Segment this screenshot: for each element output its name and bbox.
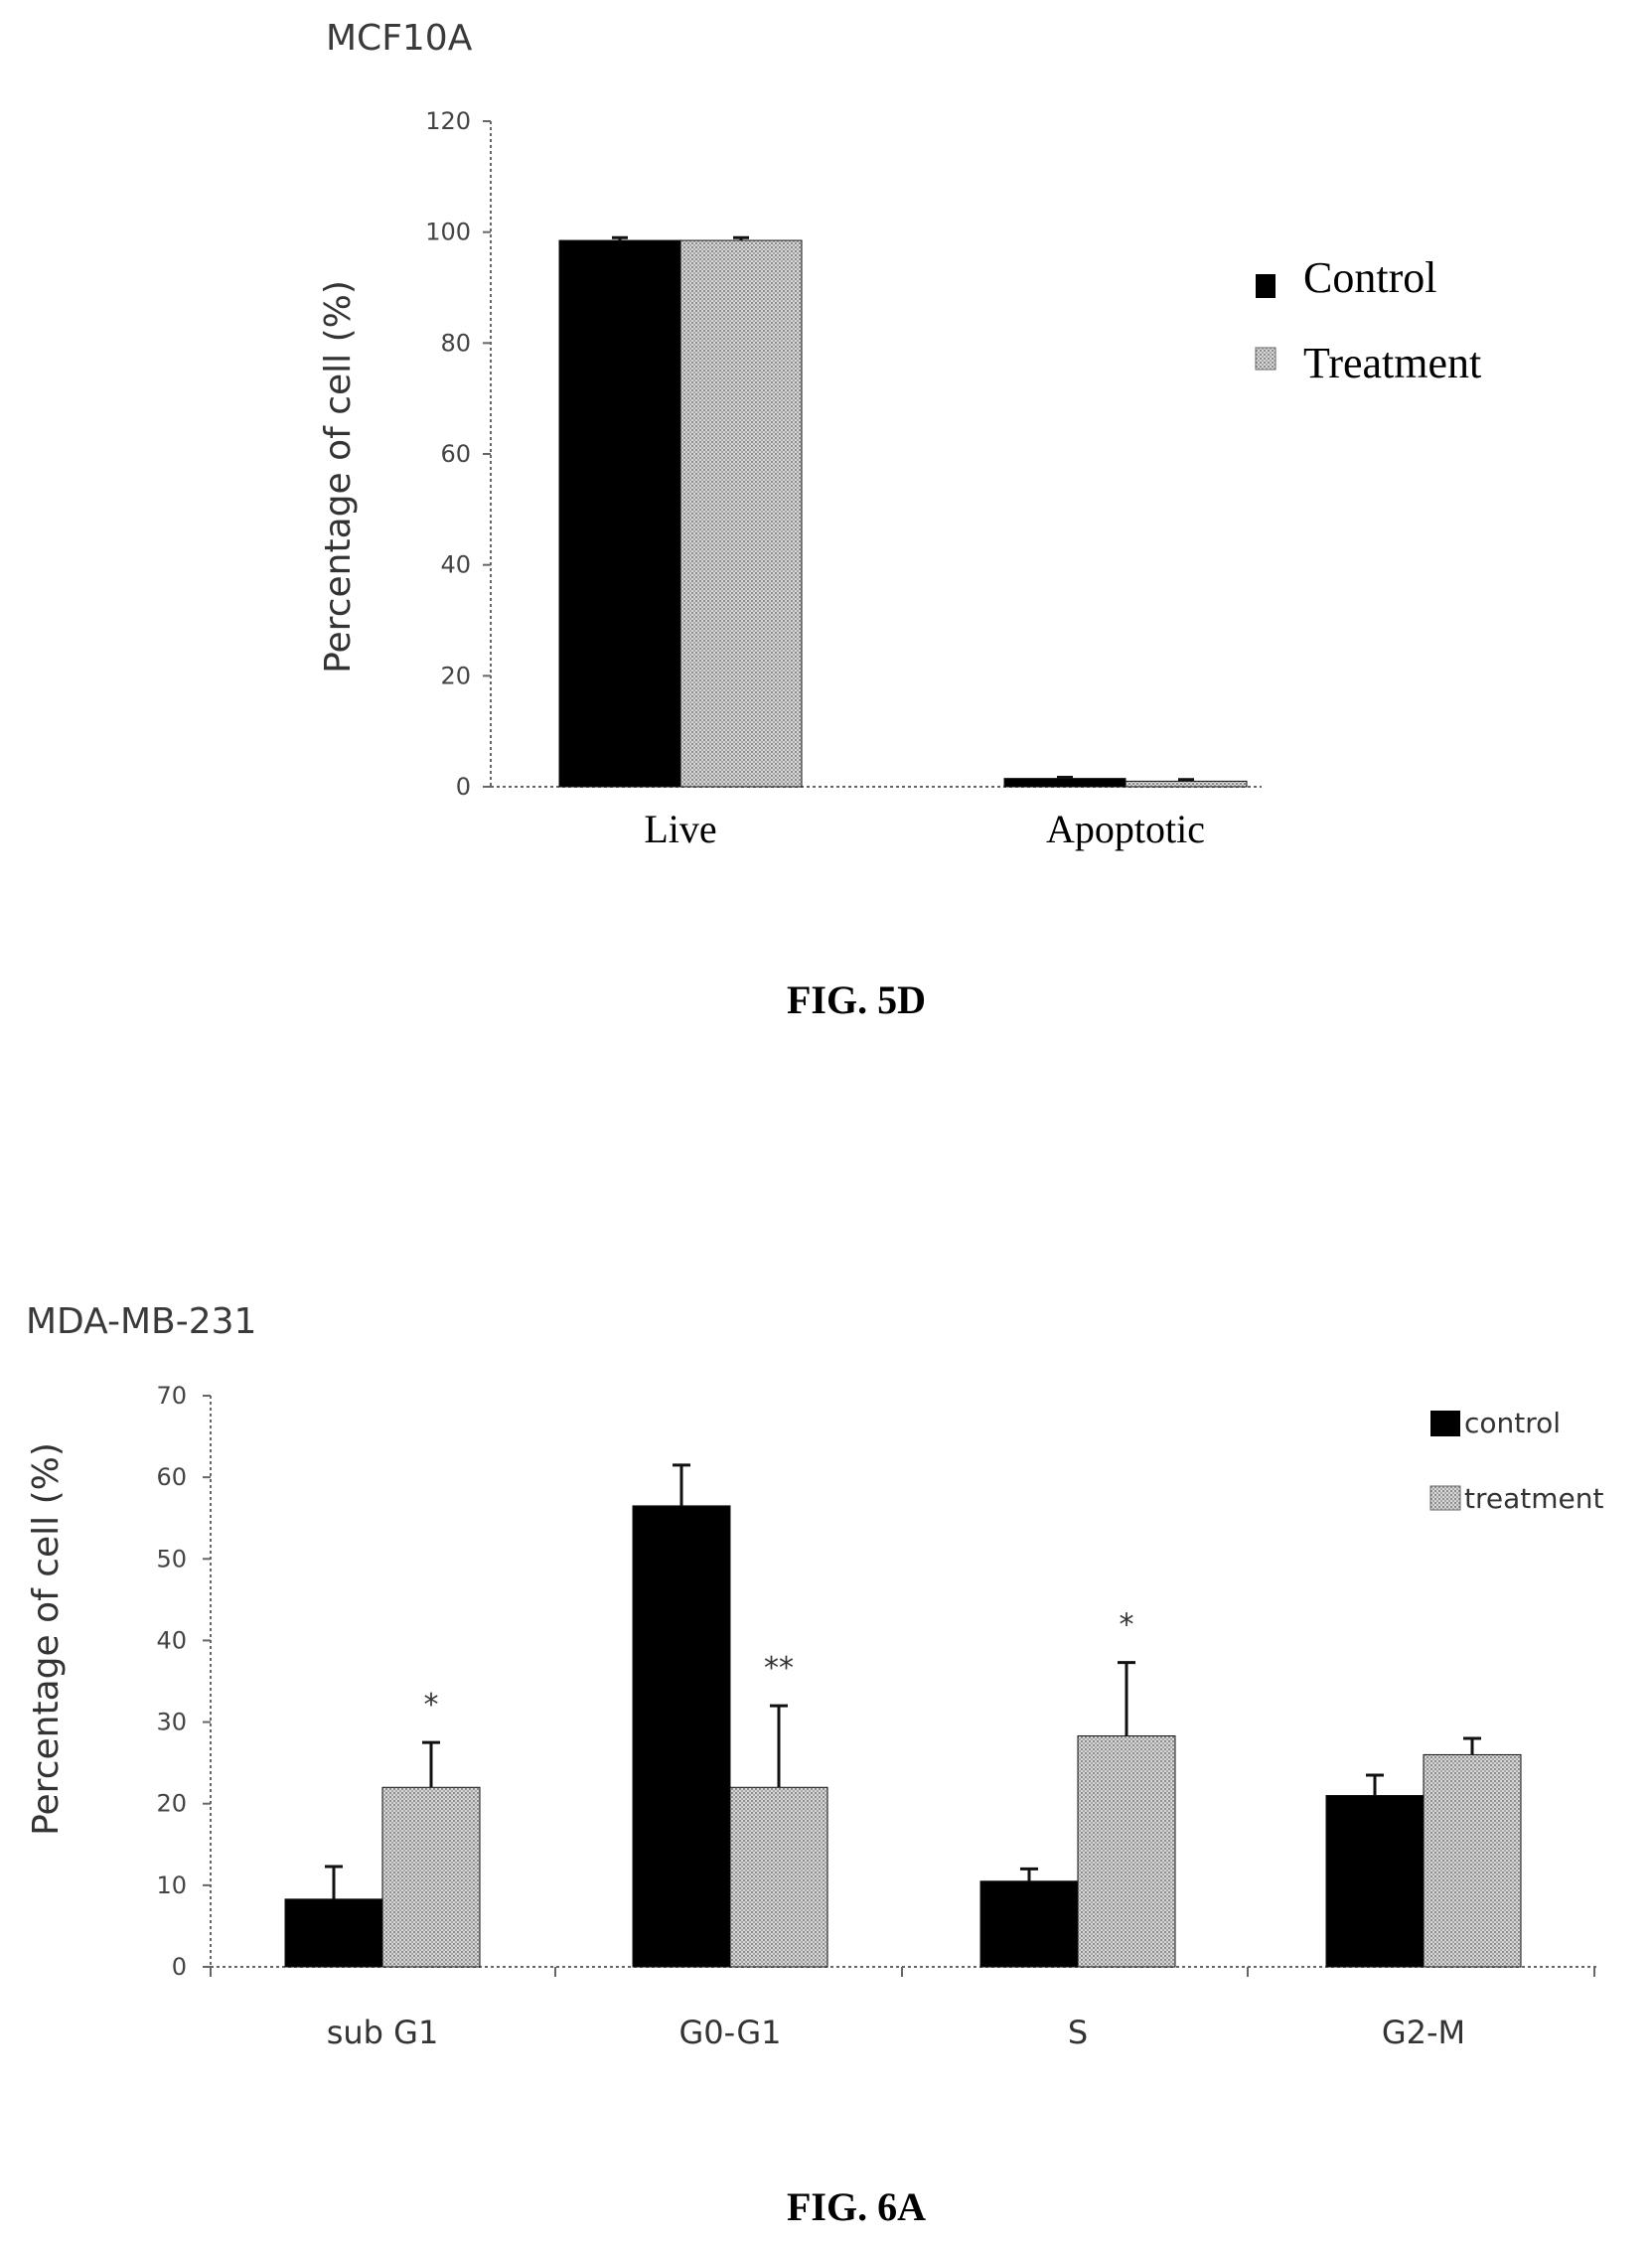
y-tick-label: 60	[156, 1463, 187, 1491]
figure-caption: FIG. 5D	[787, 977, 926, 1022]
y-tick-label: 0	[456, 773, 471, 801]
y-tick-label: 20	[440, 662, 471, 689]
category-label: Live	[644, 807, 716, 851]
bar-control-sub-g1	[284, 1898, 383, 1968]
legend-swatch-treatment	[1429, 1485, 1461, 1511]
legend-label-control: control	[1464, 1407, 1561, 1439]
bar-treatment-g2-m	[1423, 1753, 1522, 1968]
y-tick-label: 10	[156, 1872, 187, 1899]
bar-control-apoptotic	[1003, 778, 1126, 788]
y-tick-label: 120	[425, 107, 471, 135]
y-tick-label: 80	[440, 329, 471, 357]
chart-title: MCF10A	[326, 18, 473, 59]
legend-swatch-treatment	[1255, 347, 1277, 371]
bar-treatment-live	[679, 239, 803, 788]
category-label: sub G1	[327, 2014, 439, 2051]
significance-marker: *	[1120, 1608, 1134, 1643]
y-tick-label: 40	[440, 551, 471, 579]
category-label: S	[1068, 2014, 1088, 2051]
chart-title: MDA-MB-231	[26, 1301, 256, 1342]
legend-label-control: Control	[1303, 253, 1436, 302]
figure-caption: FIG. 6A	[787, 2184, 926, 2229]
y-axis-label: Percentage of cell (%)	[318, 280, 359, 674]
y-tick-label: 70	[156, 1382, 187, 1410]
y-tick-label: 50	[156, 1545, 187, 1572]
legend-label-treatment: treatment	[1464, 1482, 1603, 1515]
y-tick-label: 0	[172, 1953, 187, 1981]
significance-marker: **	[764, 1651, 794, 1686]
bar-control-g0-g1	[632, 1505, 731, 1968]
bar-control-live	[558, 239, 681, 788]
y-tick-label: 20	[156, 1790, 187, 1818]
bar-treatment-apoptotic	[1125, 780, 1248, 788]
bar-control-s	[979, 1880, 1079, 1968]
bar-treatment-sub-g1	[381, 1786, 481, 1968]
bar-control-g2-m	[1325, 1795, 1425, 1968]
legend-label-treatment: Treatment	[1303, 339, 1481, 387]
y-tick-label: 100	[425, 219, 471, 246]
category-label: Apoptotic	[1046, 807, 1205, 851]
y-tick-label: 30	[156, 1709, 187, 1736]
chart-mda-mb-231: MDA-MB-231 Percentage of cell (%) 0 10 20 3…	[26, 1301, 1603, 2229]
legend-item-treatment: treatment	[1429, 1482, 1603, 1515]
legend-item-control: Control	[1256, 253, 1436, 302]
y-axis-label: Percentage of cell (%)	[26, 1442, 67, 1836]
bar-treatment-g0-g1	[729, 1786, 828, 1968]
bar-treatment-s	[1077, 1735, 1176, 1968]
chart-mcf10a: MCF10A Percentage of cell (%) 0 20 40 60 80 1…	[318, 18, 1481, 1022]
category-label: G0-G1	[678, 2014, 781, 2051]
y-tick-label: 40	[156, 1626, 187, 1654]
category-label: G2-M	[1382, 2014, 1465, 2051]
legend-swatch-control	[1256, 274, 1276, 298]
significance-marker: *	[424, 1688, 439, 1722]
legend-item-treatment: Treatment	[1255, 339, 1481, 387]
legend: control treatment	[1429, 1407, 1603, 1515]
legend: Control Treatment	[1255, 253, 1481, 387]
legend-swatch-control	[1430, 1411, 1460, 1436]
legend-item-control: control	[1430, 1407, 1561, 1439]
y-tick-label: 60	[440, 440, 471, 468]
